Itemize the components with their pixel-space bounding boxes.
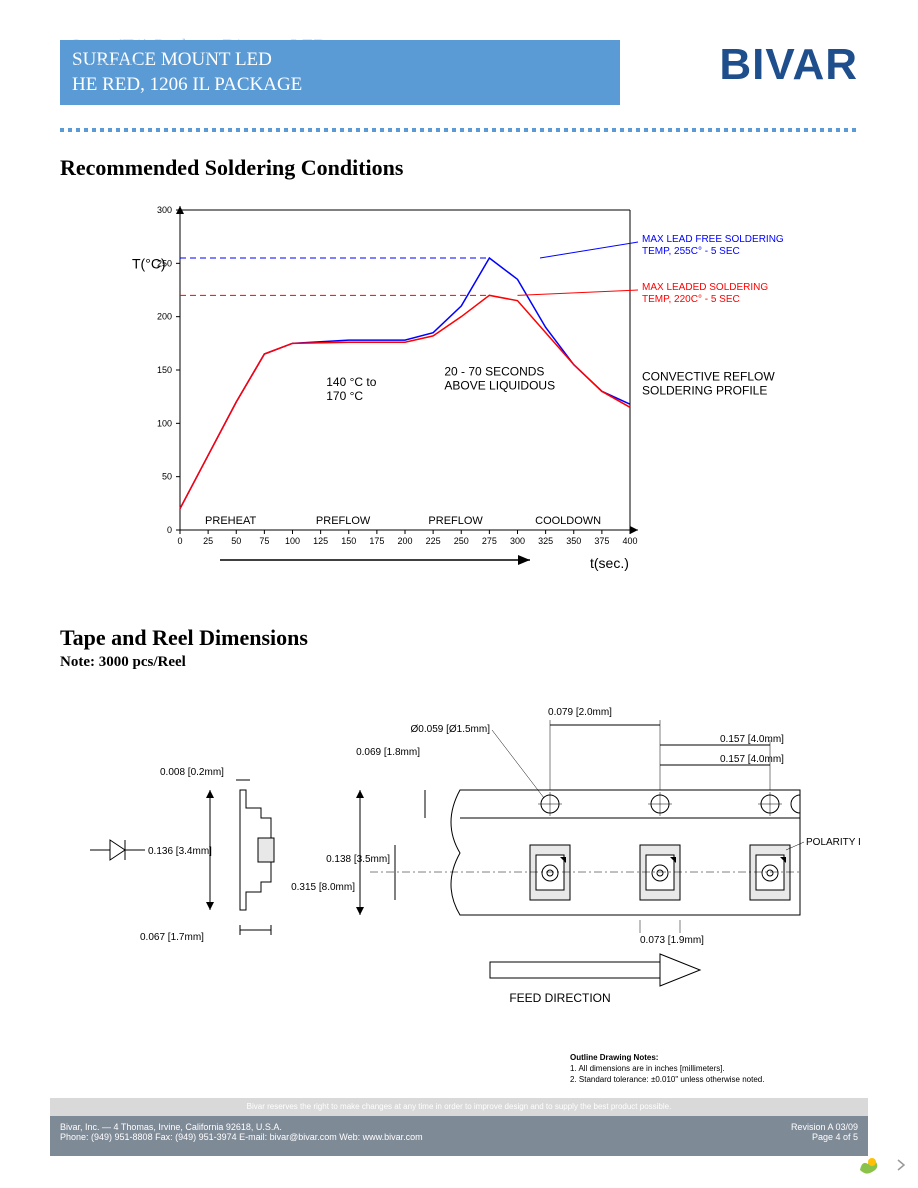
svg-text:FEED DIRECTION: FEED DIRECTION — [509, 991, 610, 1005]
overlay-line2: AMBER — [72, 58, 140, 79]
svg-text:300: 300 — [157, 205, 172, 215]
svg-text:275: 275 — [482, 536, 497, 546]
svg-text:50: 50 — [231, 536, 241, 546]
footer-right: Revision A 03/09 Page 4 of 5 — [791, 1122, 858, 1142]
footer-page: Page 4 of 5 — [791, 1132, 858, 1142]
svg-text:25: 25 — [203, 536, 213, 546]
outline-title: Outline Drawing Notes: — [570, 1052, 764, 1063]
svg-text:150: 150 — [341, 536, 356, 546]
svg-text:50: 50 — [162, 472, 172, 482]
svg-text:COOLDOWN: COOLDOWN — [535, 515, 601, 527]
header-overlay-text: 3mm (T1) Package Discrete LEDs AMBER — [72, 36, 335, 80]
footer-rev: Revision A 03/09 — [791, 1122, 858, 1132]
footer-dark: Bivar, Inc. — 4 Thomas, Irvine, Californ… — [50, 1116, 868, 1156]
svg-text:Ø0.059 [Ø1.5mm]: Ø0.059 [Ø1.5mm] — [411, 724, 491, 735]
section1-title: Recommended Soldering Conditions — [60, 155, 403, 181]
svg-text:0.136 [3.4mm]: 0.136 [3.4mm] — [148, 846, 212, 857]
svg-text:0: 0 — [167, 525, 172, 535]
svg-text:SOLDERING PROFILE: SOLDERING PROFILE — [642, 384, 767, 398]
drawing-svg: 0.008 [0.2mm] 0.136 [3.4mm] 0.067 [1.7mm] 0… — [60, 690, 860, 1060]
page-corner-nav[interactable] — [850, 1150, 910, 1180]
svg-text:PREFLOW: PREFLOW — [316, 515, 371, 527]
svg-text:20 - 70 SECONDS: 20 - 70 SECONDS — [444, 364, 544, 378]
chart-svg: 0 25 50 75 100 125 150 175 200 225 250 275 300 325 350… — [120, 200, 840, 600]
svg-text:0: 0 — [177, 536, 182, 546]
svg-text:TEMP, 220C° - 5 SEC: TEMP, 220C° - 5 SEC — [642, 294, 740, 305]
footer-disclaimer: Bivar reserves the right to make changes… — [50, 1098, 868, 1116]
svg-text:200: 200 — [157, 312, 172, 322]
svg-text:175: 175 — [369, 536, 384, 546]
svg-text:MAX LEADED SOLDERING: MAX LEADED SOLDERING — [642, 282, 768, 293]
svg-text:0.138 [3.5mm]: 0.138 [3.5mm] — [326, 854, 390, 865]
svg-text:ABOVE LIQUIDOUS: ABOVE LIQUIDOUS — [444, 378, 555, 392]
svg-text:0.067 [1.7mm]: 0.067 [1.7mm] — [140, 932, 204, 943]
svg-text:0.157 [4.0mm]: 0.157 [4.0mm] — [720, 734, 784, 745]
svg-text:225: 225 — [426, 536, 441, 546]
outline-notes: Outline Drawing Notes: 1. All dimensions… — [570, 1052, 764, 1086]
svg-text:75: 75 — [259, 536, 269, 546]
svg-text:PREFLOW: PREFLOW — [428, 515, 483, 527]
svg-text:0.157 [4.0mm]: 0.157 [4.0mm] — [720, 754, 784, 765]
svg-text:CONVECTIVE REFLOW: CONVECTIVE REFLOW — [642, 370, 775, 384]
svg-text:PREHEAT: PREHEAT — [205, 515, 256, 527]
overlay-line1: 3mm (T1) Package Discrete LEDs — [72, 36, 335, 57]
svg-text:325: 325 — [538, 536, 553, 546]
bivar-logo: BIVAR — [719, 40, 858, 90]
tape-reel-drawing: 0.008 [0.2mm] 0.136 [3.4mm] 0.067 [1.7mm] 0… — [60, 690, 860, 1060]
svg-text:POLARITY ID: POLARITY ID — [806, 837, 860, 848]
svg-text:100: 100 — [285, 536, 300, 546]
svg-text:MAX LEAD FREE SOLDERING: MAX LEAD FREE SOLDERING — [642, 234, 784, 245]
svg-text:375: 375 — [594, 536, 609, 546]
svg-text:t(sec.): t(sec.) — [590, 555, 629, 571]
outline-n2: 2. Standard tolerance: ±0.010" unless ot… — [570, 1074, 764, 1085]
svg-text:400: 400 — [622, 536, 637, 546]
svg-text:0.069 [1.8mm]: 0.069 [1.8mm] — [356, 747, 420, 758]
svg-text:T(°C): T(°C) — [132, 255, 166, 271]
outline-n1: 1. All dimensions are in inches [millime… — [570, 1063, 764, 1074]
wavy-divider — [60, 128, 858, 132]
svg-text:250: 250 — [454, 536, 469, 546]
svg-text:0.008 [0.2mm]: 0.008 [0.2mm] — [160, 767, 224, 778]
reel-note: Note: 3000 pcs/Reel — [60, 654, 186, 671]
svg-text:0.079 [2.0mm]: 0.079 [2.0mm] — [548, 707, 612, 718]
svg-text:350: 350 — [566, 536, 581, 546]
svg-text:300: 300 — [510, 536, 525, 546]
svg-text:140 °C to: 140 °C to — [326, 375, 376, 389]
section2-title: Tape and Reel Dimensions — [60, 625, 308, 651]
svg-text:125: 125 — [313, 536, 328, 546]
svg-text:100: 100 — [157, 418, 172, 428]
soldering-chart: 0 25 50 75 100 125 150 175 200 225 250 275 300 325 350… — [120, 200, 840, 600]
svg-text:150: 150 — [157, 365, 172, 375]
svg-text:0.073 [1.9mm]: 0.073 [1.9mm] — [640, 935, 704, 946]
page-header: 3mm (T1) Package Discrete LEDs AMBER SUR… — [60, 40, 858, 120]
svg-text:170 °C: 170 °C — [326, 389, 363, 403]
footer-contact: Phone: (949) 951-8808 Fax: (949) 951-397… — [60, 1132, 858, 1142]
svg-text:0.315 [8.0mm]: 0.315 [8.0mm] — [291, 882, 355, 893]
svg-text:TEMP, 255C° - 5 SEC: TEMP, 255C° - 5 SEC — [642, 246, 740, 257]
footer-addr: Bivar, Inc. — 4 Thomas, Irvine, Californ… — [60, 1122, 858, 1132]
svg-text:200: 200 — [397, 536, 412, 546]
